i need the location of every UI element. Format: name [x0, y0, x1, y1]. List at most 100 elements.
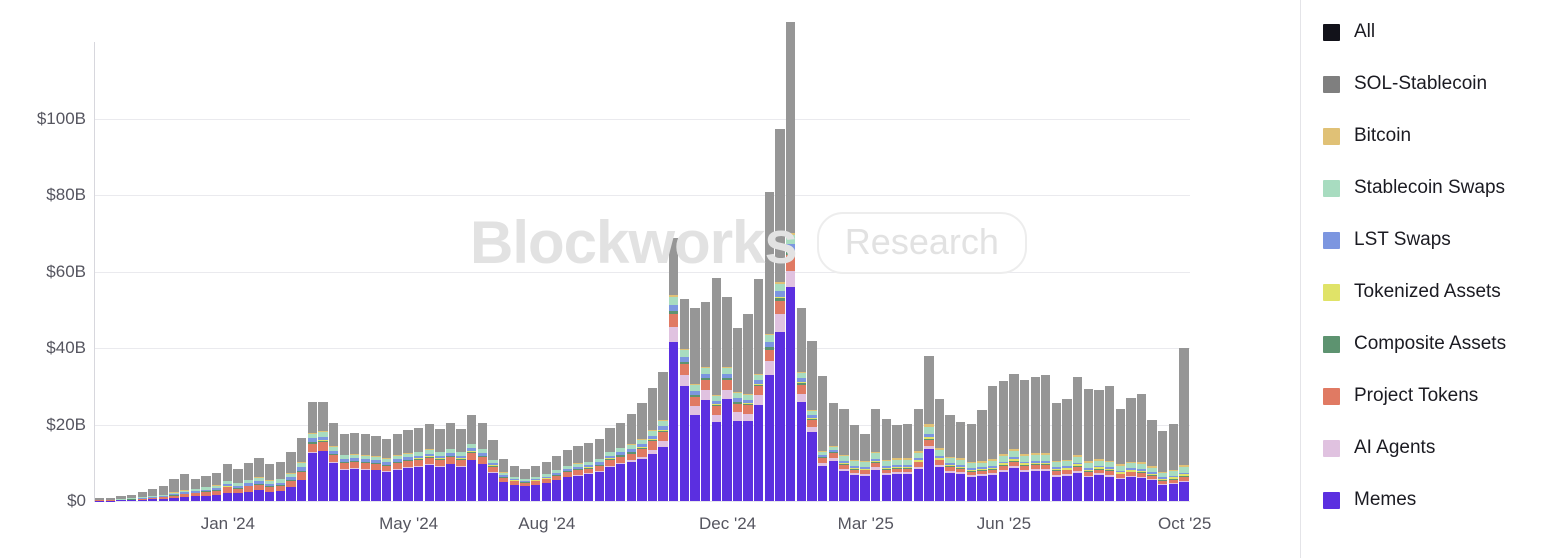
bar-stack[interactable]: [966, 423, 977, 501]
bar-stack[interactable]: [1158, 431, 1168, 501]
bar-stack[interactable]: [371, 435, 381, 501]
bar-stack[interactable]: [711, 278, 721, 501]
bar-stack[interactable]: [137, 492, 147, 501]
bar-stack[interactable]: [328, 423, 339, 501]
bar-stack[interactable]: [690, 307, 700, 501]
bar-stack[interactable]: [488, 440, 498, 501]
bar-stack[interactable]: [732, 328, 743, 501]
bar-stack[interactable]: [1073, 377, 1083, 501]
legend-item-sol-stablecoin[interactable]: SOL-Stablecoin: [1323, 58, 1558, 110]
bar-stack[interactable]: [1126, 398, 1136, 501]
bar-stack[interactable]: [902, 423, 913, 501]
bar-stack[interactable]: [318, 402, 328, 501]
bar-stack[interactable]: [722, 297, 732, 501]
bar-stack[interactable]: [424, 424, 434, 501]
bar-stack[interactable]: [360, 433, 371, 501]
bar-stack[interactable]: [382, 439, 392, 501]
bar-stack[interactable]: [658, 371, 668, 501]
bar-stack[interactable]: [509, 465, 519, 501]
bar-stack[interactable]: [998, 381, 1008, 501]
bar-stack[interactable]: [892, 425, 902, 501]
legend-item-lst-swaps[interactable]: LST Swaps: [1323, 214, 1558, 266]
bar-stack[interactable]: [700, 301, 711, 501]
legend-item-ai-agents[interactable]: AI Agents: [1323, 422, 1558, 474]
bar-stack[interactable]: [1094, 390, 1104, 501]
bar-stack[interactable]: [477, 423, 488, 501]
legend-item-composite-assets[interactable]: Composite Assets: [1323, 318, 1558, 370]
bar-stack[interactable]: [307, 402, 317, 501]
bar-stack[interactable]: [615, 422, 626, 501]
bar-stack[interactable]: [126, 494, 137, 501]
bar-stack[interactable]: [1009, 373, 1019, 501]
bar-stack[interactable]: [498, 459, 509, 501]
bar-stack[interactable]: [169, 479, 179, 501]
bar-stack[interactable]: [594, 438, 604, 501]
bar-stack[interactable]: [1041, 375, 1051, 501]
bar-stack[interactable]: [467, 415, 477, 501]
bar-stack[interactable]: [211, 473, 222, 501]
bar-stack[interactable]: [754, 279, 764, 501]
bar-stack[interactable]: [775, 128, 785, 501]
bar-stack[interactable]: [956, 422, 966, 501]
bar-stack[interactable]: [924, 355, 934, 501]
bar-stack[interactable]: [105, 497, 115, 501]
bar-stack[interactable]: [1030, 376, 1040, 501]
bar-stack[interactable]: [445, 422, 456, 501]
bar-stack[interactable]: [647, 388, 658, 501]
bar-stack[interactable]: [552, 455, 562, 501]
bar-stack[interactable]: [392, 433, 402, 501]
bar-stack[interactable]: [254, 458, 264, 501]
bar-stack[interactable]: [95, 498, 105, 501]
bar-stack[interactable]: [435, 428, 445, 501]
bar-stack[interactable]: [275, 462, 286, 501]
bar-stack[interactable]: [116, 496, 126, 501]
bar-stack[interactable]: [1083, 388, 1094, 501]
bar-stack[interactable]: [403, 430, 413, 501]
bar-stack[interactable]: [807, 341, 817, 501]
bar-stack[interactable]: [573, 445, 583, 501]
bar-stack[interactable]: [871, 408, 881, 501]
bar-stack[interactable]: [562, 449, 573, 501]
bar-stack[interactable]: [541, 461, 551, 501]
bar-stack[interactable]: [1168, 424, 1179, 501]
bar-stack[interactable]: [456, 428, 466, 501]
bar-stack[interactable]: [265, 464, 275, 501]
bar-stack[interactable]: [1019, 379, 1030, 501]
bar-stack[interactable]: [817, 375, 828, 501]
bar-stack[interactable]: [679, 299, 690, 501]
bar-stack[interactable]: [339, 434, 349, 501]
bar-stack[interactable]: [934, 398, 945, 501]
legend-item-bitcoin[interactable]: Bitcoin: [1323, 110, 1558, 162]
legend-item-project-tokens[interactable]: Project Tokens: [1323, 370, 1558, 422]
bar-stack[interactable]: [796, 308, 806, 501]
bar-stack[interactable]: [1136, 393, 1147, 501]
bar-stack[interactable]: [1147, 420, 1157, 501]
legend-item-stablecoin-swaps[interactable]: Stablecoin Swaps: [1323, 162, 1558, 214]
bar-stack[interactable]: [669, 237, 679, 501]
bar-stack[interactable]: [201, 475, 211, 501]
bar-stack[interactable]: [988, 386, 998, 501]
bar-stack[interactable]: [190, 478, 200, 501]
bar-stack[interactable]: [233, 468, 243, 501]
bar-stack[interactable]: [849, 425, 860, 501]
bar-stack[interactable]: [520, 468, 530, 501]
bar-stack[interactable]: [743, 314, 753, 501]
bar-stack[interactable]: [1115, 408, 1125, 501]
bar-stack[interactable]: [296, 437, 307, 501]
bar-stack[interactable]: [881, 418, 892, 501]
bar-stack[interactable]: [828, 403, 838, 501]
bar-stack[interactable]: [839, 408, 849, 501]
legend-item-memes[interactable]: Memes: [1323, 474, 1558, 526]
bar-stack[interactable]: [1062, 398, 1072, 501]
bar-stack[interactable]: [1051, 403, 1062, 501]
bar-stack[interactable]: [180, 474, 190, 501]
bar-stack[interactable]: [413, 428, 424, 501]
bar-stack[interactable]: [243, 462, 254, 501]
bar-stack[interactable]: [786, 22, 796, 501]
bar-stack[interactable]: [1104, 386, 1115, 501]
legend-item-tokenized-assets[interactable]: Tokenized Assets: [1323, 266, 1558, 318]
bar-stack[interactable]: [158, 486, 169, 501]
bar-stack[interactable]: [222, 463, 232, 501]
bar-stack[interactable]: [860, 433, 870, 501]
bar-stack[interactable]: [286, 451, 296, 501]
